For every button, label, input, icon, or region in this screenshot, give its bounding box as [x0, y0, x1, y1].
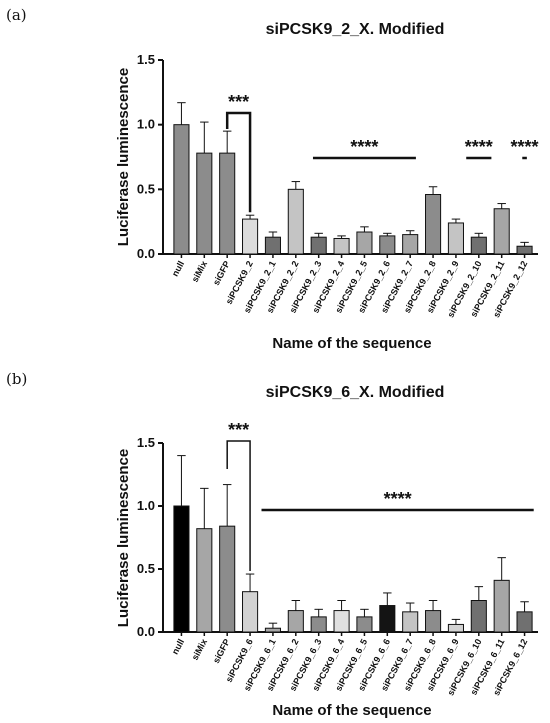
- bar: [470, 600, 487, 633]
- bar: [219, 525, 236, 633]
- bar: [196, 528, 213, 633]
- y-tick-label: 0.5: [137, 181, 155, 196]
- bar: [425, 194, 442, 255]
- significance-label: ****: [384, 489, 412, 509]
- panel-b-x-axis-label: Name of the sequence: [272, 702, 431, 719]
- y-tick-label: 1.0: [137, 498, 155, 513]
- significance-bracket: [225, 111, 252, 213]
- bar: [173, 505, 190, 633]
- x-tick-label: null: [170, 637, 186, 656]
- bar: [264, 627, 281, 633]
- panel-a-x-axis-label: Name of the sequence: [272, 335, 431, 352]
- bar: [242, 218, 259, 255]
- bar: [470, 236, 487, 255]
- y-tick-label: 0.5: [137, 561, 155, 576]
- panel-a: (a) siPCSK9_2_X. Modified Luciferase lum…: [6, 6, 539, 352]
- significance-label: ***: [228, 92, 249, 112]
- x-tick-label: null: [170, 259, 186, 278]
- bar: [264, 236, 281, 255]
- bar: [379, 605, 396, 633]
- bar: [356, 616, 373, 633]
- significance-label: ****: [465, 137, 493, 157]
- panel-b-title: siPCSK9_6_X. Modified: [266, 384, 445, 401]
- bar: [242, 591, 259, 633]
- x-tick-label: siGFP: [211, 259, 232, 287]
- y-tick-label: 0.0: [137, 624, 155, 639]
- y-tick-label: 0.0: [137, 246, 155, 261]
- panel-b: (b) siPCSK9_6_X. Modified Luciferase lum…: [6, 370, 538, 719]
- bar: [516, 611, 533, 633]
- panel-a-title: siPCSK9_2_X. Modified: [266, 21, 445, 38]
- bar: [333, 237, 350, 255]
- bar: [447, 623, 464, 633]
- bar: [196, 152, 213, 255]
- panel-a-label: (a): [6, 6, 27, 24]
- x-tick-label: siMix: [190, 637, 209, 662]
- panel-a-y-axis-label: Luciferase luminescence: [115, 68, 132, 246]
- bar: [516, 245, 533, 255]
- y-tick-label: 1.5: [137, 435, 155, 450]
- bar: [333, 610, 350, 633]
- bar: [219, 152, 236, 255]
- y-tick-label: 1.0: [137, 117, 155, 132]
- bar: [310, 236, 327, 255]
- bar: [356, 231, 373, 255]
- bar: [493, 579, 510, 633]
- bar: [493, 208, 510, 255]
- bar: [310, 616, 327, 633]
- bar: [425, 610, 442, 633]
- bar: [173, 124, 190, 255]
- bar: [287, 188, 304, 255]
- significance-label: ****: [350, 137, 378, 157]
- x-tick-label: siMix: [190, 259, 209, 284]
- x-tick-label: siGFP: [211, 637, 232, 665]
- bar: [287, 610, 304, 633]
- bar: [447, 222, 464, 255]
- significance-label: ***: [228, 420, 249, 440]
- bar: [402, 611, 419, 633]
- y-tick-label: 1.5: [137, 52, 155, 67]
- bar: [379, 235, 396, 255]
- significance-bracket: [226, 440, 251, 572]
- significance-label: ****: [511, 137, 539, 157]
- bar: [402, 234, 419, 255]
- panel-b-y-axis-label: Luciferase luminescence: [115, 449, 132, 627]
- panel-b-label: (b): [6, 370, 27, 388]
